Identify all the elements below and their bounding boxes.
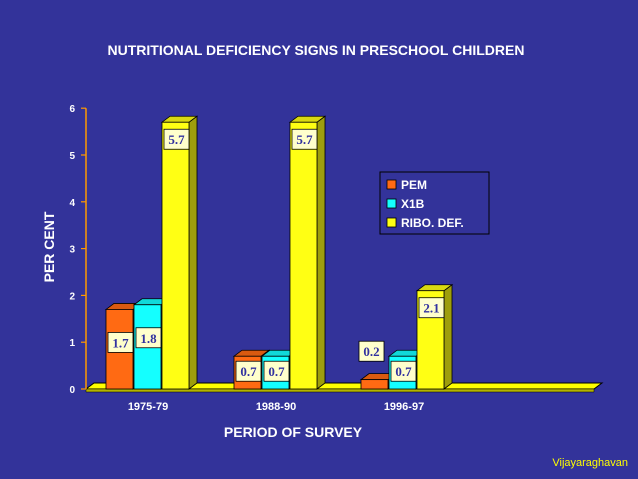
data-label: 0.7: [263, 360, 290, 382]
data-label: 5.7: [163, 128, 190, 150]
data-label-text: 1.7: [112, 335, 129, 350]
bar-front: [360, 379, 389, 390]
bar-front: [161, 121, 190, 390]
x-tick-labels: 1975-79 1988-90 1996-97: [128, 401, 424, 413]
legend-frame: [379, 171, 490, 235]
author-credit: Vijayaraghavan: [552, 457, 628, 469]
y-tick-label: 2: [69, 291, 75, 302]
data-label-box: [418, 297, 445, 319]
data-label-box: [235, 360, 262, 382]
data-label: 2.1: [418, 297, 445, 319]
data-label-text: 0.7: [240, 364, 257, 379]
legend-label: X1B: [401, 197, 425, 211]
y-axis: 0 1 2 3 4 5 6: [69, 104, 87, 396]
data-label-text: 1.8: [140, 331, 157, 346]
data-label-text: 0.7: [395, 364, 412, 379]
y-axis-label: PER CENT: [41, 211, 57, 282]
x-tick-label: 1988-90: [256, 401, 296, 413]
x-tick-label: 1996-97: [384, 401, 424, 413]
data-label: 0.7: [235, 360, 262, 382]
data-label-text: 2.1: [423, 301, 439, 316]
y-tick-label: 0: [69, 385, 75, 396]
y-tick-label: 1: [69, 338, 75, 349]
data-label: 1.7: [107, 332, 134, 353]
bar-ribo-def--1975-79: [160, 115, 199, 390]
y-tick-label: 3: [69, 245, 75, 256]
data-label: 0.7: [390, 360, 417, 382]
y-tick-label: 6: [69, 104, 75, 115]
data-label-box: [107, 332, 134, 353]
data-label-box: [358, 340, 385, 362]
data-label: 0.2: [358, 340, 385, 362]
legend-label: PEM: [401, 178, 427, 192]
data-label-box: [163, 128, 190, 150]
data-label-box: [263, 360, 290, 382]
data-label-text: 5.7: [296, 132, 313, 147]
data-label: 1.8: [135, 327, 162, 349]
floor-front: [85, 388, 595, 393]
y-tick-label: 4: [69, 198, 75, 209]
x-tick-label: 1975-79: [128, 401, 168, 413]
legend: PEM X1B RIBO. DEF.: [379, 171, 490, 235]
data-label-box: [390, 360, 417, 382]
data-label-text: 5.7: [168, 132, 185, 147]
bar-side: [316, 115, 326, 390]
legend-swatch: [386, 198, 397, 209]
y-tick-label: 5: [69, 151, 75, 162]
legend-swatch: [386, 179, 397, 190]
legend-label: RIBO. DEF.: [401, 216, 464, 230]
data-label-box: [291, 128, 318, 150]
data-label: 5.7: [291, 128, 318, 150]
bar-ribo-def--1988-90: [288, 115, 327, 390]
bar-side: [188, 115, 198, 390]
data-label-text: 0.2: [363, 344, 379, 359]
x-axis-label: PERIOD OF SURVEY: [224, 424, 363, 440]
bars-group: 1.7 1.8 5.7 0.7 0.7 5.7 0.2 0.7 2.1: [104, 115, 454, 390]
chart-title: NUTRITIONAL DEFICIENCY SIGNS IN PRESCHOO…: [108, 42, 525, 58]
bar-side: [443, 283, 453, 390]
data-label-box: [135, 327, 162, 349]
bar-front: [289, 121, 318, 390]
data-label-text: 0.7: [268, 364, 285, 379]
legend-swatch: [386, 217, 397, 228]
